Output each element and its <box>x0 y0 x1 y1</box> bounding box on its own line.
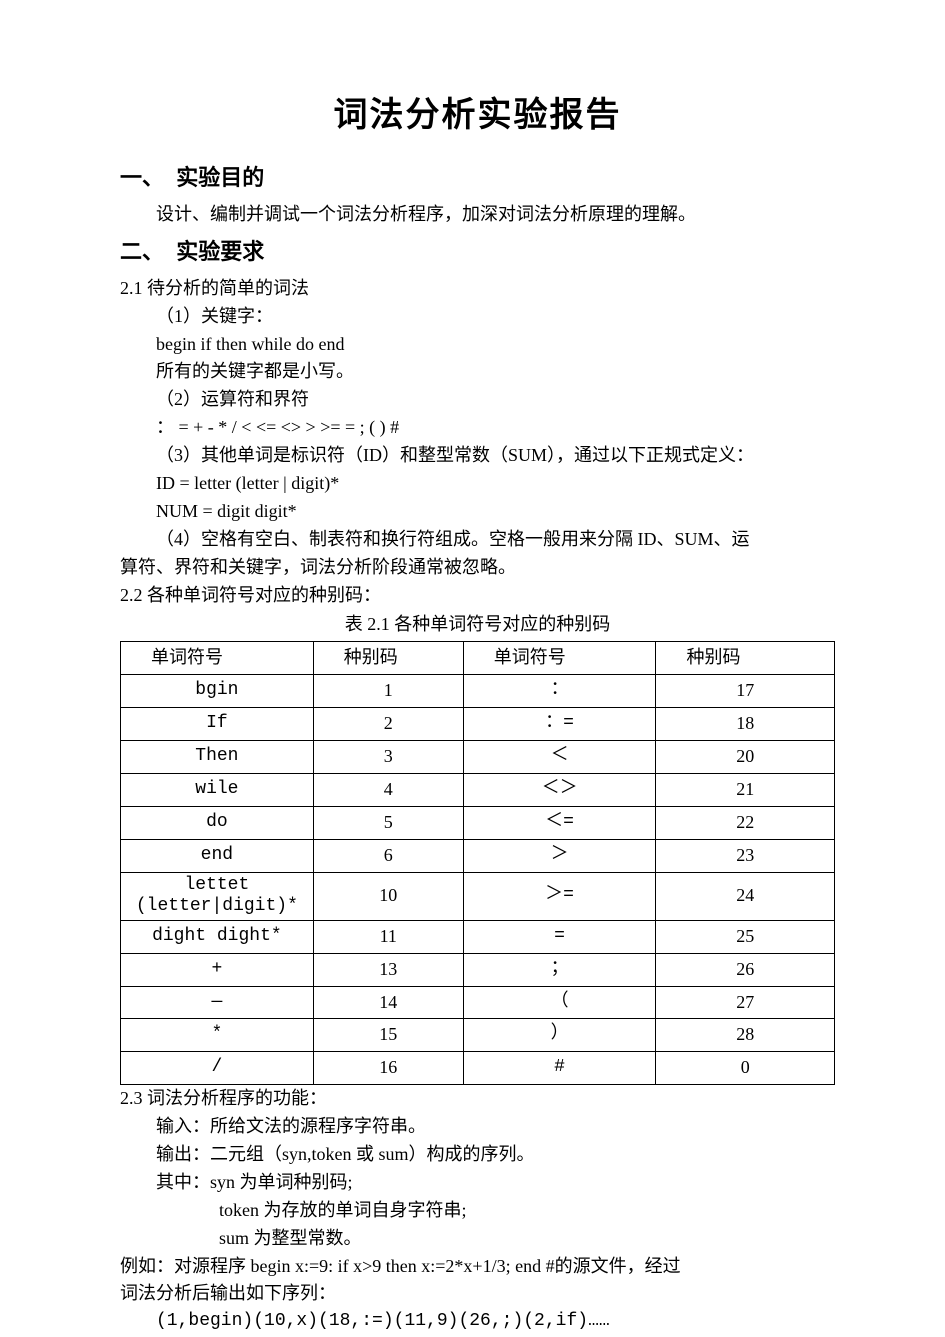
table-cell: 23 <box>656 839 835 872</box>
table-cell: wile <box>121 773 314 806</box>
section-1-title: 实验目的 <box>176 165 264 190</box>
s2-3-line5: sum 为整型常数。 <box>120 1225 835 1253</box>
table-cell: 20 <box>656 741 835 774</box>
table-cell: 27 <box>656 986 835 1019</box>
s2-3-example-out: (1,begin)(10,x)(18,:=)(11,9)(26,;)(2,if)… <box>120 1308 835 1336</box>
subsection-2-1-heading: 2.1 待分析的简单的词法 <box>120 275 835 303</box>
table-cell: ； <box>463 953 656 986</box>
table-cell: / <box>121 1052 314 1085</box>
table-cell: 28 <box>656 1019 835 1052</box>
table-cell: If <box>121 708 314 741</box>
table-cell: ＞= <box>463 872 656 920</box>
item-2-1-a-note: 所有的关键字都是小写。 <box>120 358 835 386</box>
item-2-1-c-line1: ID = letter (letter | digit)* <box>120 470 835 498</box>
table-cell: 4 <box>313 773 463 806</box>
table-row: wile4＜＞21 <box>121 773 835 806</box>
table-cell: lettet(letter|digit)* <box>121 872 314 920</box>
s2-3-line1: 输入：所给文法的源程序字符串。 <box>120 1113 835 1141</box>
section-2-title: 实验要求 <box>176 239 264 264</box>
table-header-3: 单词符号 <box>463 642 656 675</box>
item-2-1-d-cont: 算符、界符和关键字，词法分析阶段通常被忽略。 <box>120 554 835 582</box>
table-row: If2：=18 <box>121 708 835 741</box>
section-1-heading: 一、 实验目的 <box>120 161 835 195</box>
table-row: dight dight*11=25 <box>121 920 835 953</box>
table-cell: 3 <box>313 741 463 774</box>
token-code-table: 单词符号 种别码 单词符号 种别码 bgin1：17If2：=18Then3＜2… <box>120 641 835 1085</box>
table-row: /16#0 <box>121 1052 835 1085</box>
table-cell: 17 <box>656 675 835 708</box>
table-cell: 14 <box>313 986 463 1019</box>
table-row: —14（27 <box>121 986 835 1019</box>
table-cell: — <box>121 986 314 1019</box>
item-2-1-c-label: （3）其他单词是标识符（ID）和整型常数（SUM），通过以下正规式定义： <box>120 442 835 470</box>
table-cell: 10 <box>313 872 463 920</box>
table-row: do5＜=22 <box>121 806 835 839</box>
table-cell: （ <box>463 986 656 1019</box>
table-cell: = <box>463 920 656 953</box>
table-row: bgin1：17 <box>121 675 835 708</box>
page-title: 词法分析实验报告 <box>120 90 835 143</box>
table-cell: 21 <box>656 773 835 806</box>
table-cell: 22 <box>656 806 835 839</box>
table-cell: 16 <box>313 1052 463 1085</box>
table-cell: do <box>121 806 314 839</box>
subsection-2-3-heading: 2.3 词法分析程序的功能： <box>120 1085 835 1113</box>
table-cell: ＜＞ <box>463 773 656 806</box>
table-cell: 15 <box>313 1019 463 1052</box>
item-2-1-d-pref: （4）空格有空白、制表符和换行符组成。空格一般用来分隔 ID、SUM、运 <box>120 526 835 554</box>
table-row: +13；26 <box>121 953 835 986</box>
table-header-4: 种别码 <box>656 642 835 675</box>
table-cell: 0 <box>656 1052 835 1085</box>
table-cell: 24 <box>656 872 835 920</box>
item-2-1-b-line: ： = + - * / < <= <> > >= = ; ( ) # <box>120 414 835 442</box>
table-header-2: 种别码 <box>313 642 463 675</box>
section-2-heading: 二、 实验要求 <box>120 235 835 269</box>
s2-3-example-cont: 词法分析后输出如下序列： <box>120 1280 835 1308</box>
table-header-1: 单词符号 <box>121 642 314 675</box>
table-cell: * <box>121 1019 314 1052</box>
section-1-num: 一、 <box>120 165 164 190</box>
table-caption: 表 2.1 各种单词符号对应的种别码 <box>120 611 835 639</box>
table-cell: 26 <box>656 953 835 986</box>
table-cell: # <box>463 1052 656 1085</box>
table-cell: 18 <box>656 708 835 741</box>
table-cell: ＞ <box>463 839 656 872</box>
table-row: *15）28 <box>121 1019 835 1052</box>
subsection-2-2-heading: 2.2 各种单词符号对应的种别码： <box>120 582 835 610</box>
s2-3-example-pref: 例如：对源程序 begin x:=9: if x>9 then x:=2*x+1… <box>120 1253 835 1281</box>
section-2-num: 二、 <box>120 239 164 264</box>
table-cell: 25 <box>656 920 835 953</box>
item-2-1-a-line: begin if then while do end <box>120 331 835 359</box>
table-cell: ＜= <box>463 806 656 839</box>
table-cell: ： <box>463 675 656 708</box>
table-cell: dight dight* <box>121 920 314 953</box>
item-2-1-b-label: （2）运算符和界符 <box>120 386 835 414</box>
item-2-1-a-label: （1）关键字： <box>120 303 835 331</box>
table-cell: 13 <box>313 953 463 986</box>
table-cell: end <box>121 839 314 872</box>
table-cell: + <box>121 953 314 986</box>
table-cell: ＜ <box>463 741 656 774</box>
table-row: lettet(letter|digit)*10＞=24 <box>121 872 835 920</box>
table-cell: 5 <box>313 806 463 839</box>
s2-3-line3: 其中：syn 为单词种别码; <box>120 1169 835 1197</box>
document-page: 词法分析实验报告 一、 实验目的 设计、编制并调试一个词法分析程序，加深对词法分… <box>0 0 945 1337</box>
table-row: end6＞23 <box>121 839 835 872</box>
table-cell: 6 <box>313 839 463 872</box>
table-header-row: 单词符号 种别码 单词符号 种别码 <box>121 642 835 675</box>
s2-3-line4: token 为存放的单词自身字符串; <box>120 1197 835 1225</box>
table-cell: 1 <box>313 675 463 708</box>
item-2-1-c-line2: NUM = digit digit* <box>120 498 835 526</box>
table-cell: ：= <box>463 708 656 741</box>
table-row: Then3＜20 <box>121 741 835 774</box>
table-cell: 2 <box>313 708 463 741</box>
section-1-body: 设计、编制并调试一个词法分析程序，加深对词法分析原理的理解。 <box>120 201 835 229</box>
table-cell: bgin <box>121 675 314 708</box>
table-cell: Then <box>121 741 314 774</box>
table-cell: 11 <box>313 920 463 953</box>
table-cell: ） <box>463 1019 656 1052</box>
s2-3-line2: 输出：二元组（syn,token 或 sum）构成的序列。 <box>120 1141 835 1169</box>
table-body: bgin1：17If2：=18Then3＜20wile4＜＞21do5＜=22e… <box>121 675 835 1085</box>
